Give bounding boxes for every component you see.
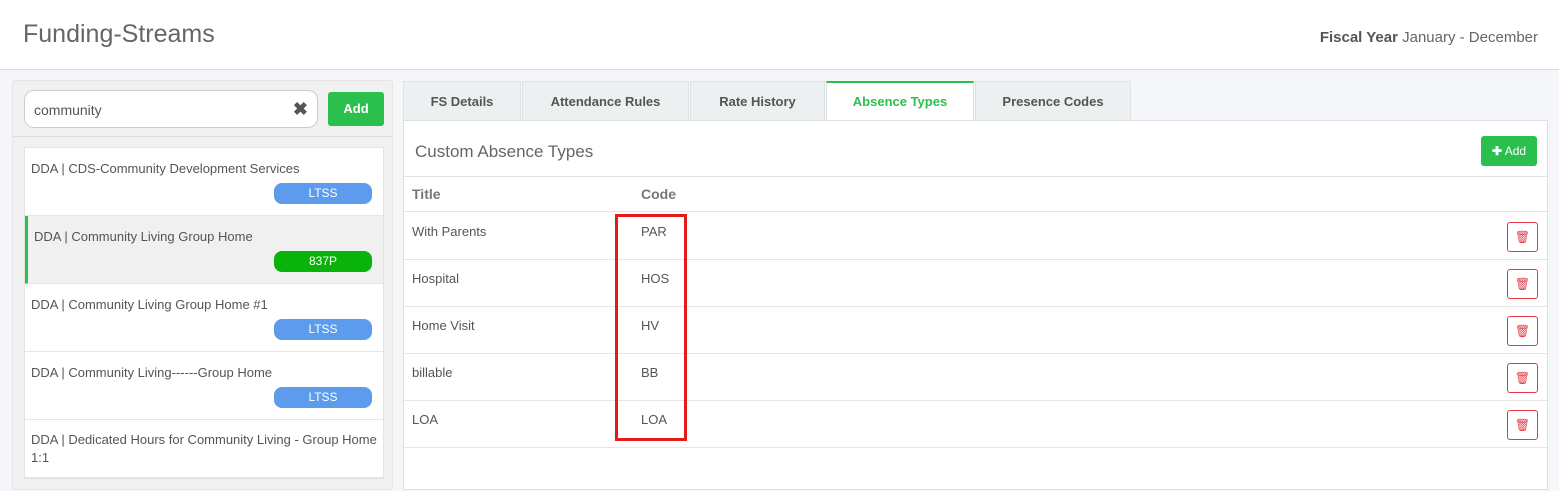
item-label: DDA | CDS-Community Development Services: [31, 161, 300, 176]
absence-types-panel: Custom Absence Types ✚ Add Title Code Wi…: [403, 120, 1548, 490]
fiscal-year-label: Fiscal Year: [1319, 29, 1398, 46]
fiscal-year-value: January - December: [1402, 29, 1538, 46]
row-code: HV: [641, 318, 660, 333]
clear-icon[interactable]: ✖: [292, 99, 308, 119]
tab-bar: FS Details Attendance Rules Rate History…: [403, 81, 1132, 121]
tab-rate-history[interactable]: Rate History: [690, 81, 825, 121]
trash-icon: 🗑: [1514, 230, 1531, 244]
trash-icon: 🗑: [1514, 324, 1531, 338]
fiscal-year: Fiscal Year January - December: [1320, 29, 1538, 46]
add-absence-type-button[interactable]: ✚ Add: [1481, 136, 1537, 166]
row-code: LOA: [641, 412, 668, 427]
list-item[interactable]: DDA | Dedicated Hours for Community Livi…: [25, 420, 383, 478]
page-header: Funding-Streams Fiscal Year January - De…: [0, 0, 1559, 70]
status-badge: 837P: [274, 251, 372, 272]
column-title: Title: [412, 186, 441, 202]
delete-button[interactable]: 🗑: [1507, 222, 1538, 252]
list-item[interactable]: DDA | Community Living Group Home #1 LTSS: [25, 284, 383, 352]
row-title: With Parents: [412, 224, 487, 239]
item-label: DDA | Community Living Group Home #1: [31, 297, 268, 312]
plus-icon: ✚: [1491, 144, 1503, 158]
list-item[interactable]: DDA | CDS-Community Development Services…: [25, 148, 383, 216]
row-code: PAR: [641, 224, 667, 239]
row-title: Hospital: [412, 271, 459, 286]
row-code: HOS: [641, 271, 670, 286]
search-value: community: [34, 102, 102, 118]
delete-button[interactable]: 🗑: [1507, 363, 1538, 393]
row-title: Home Visit: [412, 318, 475, 333]
funding-stream-list: DDA | CDS-Community Development Services…: [24, 147, 384, 479]
row-title: LOA: [412, 412, 439, 427]
trash-icon: 🗑: [1514, 418, 1531, 432]
status-badge: LTSS: [274, 319, 372, 340]
table-row: With Parents PAR 🗑: [404, 213, 1547, 260]
trash-icon: 🗑: [1514, 277, 1531, 291]
delete-button[interactable]: 🗑: [1507, 410, 1538, 440]
table-row: billable BB 🗑: [404, 354, 1547, 401]
item-label: DDA | Dedicated Hours for Community Livi…: [31, 432, 377, 465]
row-title: billable: [412, 365, 453, 380]
tab-attendance-rules[interactable]: Attendance Rules: [522, 81, 689, 121]
table-row: Hospital HOS 🗑: [404, 260, 1547, 307]
status-badge: LTSS: [274, 183, 372, 204]
highlight-box: [615, 214, 687, 441]
table-row: Home Visit HV 🗑: [404, 307, 1547, 354]
table-header: Title Code: [404, 176, 1547, 212]
funding-stream-sidebar: community ✖ Add DDA | CDS-Community Devel…: [12, 80, 393, 490]
delete-button[interactable]: 🗑: [1507, 269, 1538, 299]
tab-fs-details[interactable]: FS Details: [403, 81, 521, 121]
column-code: Code: [641, 186, 676, 202]
table-row: LOA LOA 🗑: [404, 401, 1547, 448]
trash-icon: 🗑: [1514, 371, 1531, 385]
detail-panel: FS Details Attendance Rules Rate History…: [403, 81, 1548, 491]
tab-presence-codes[interactable]: Presence Codes: [975, 81, 1131, 121]
divider: [13, 136, 392, 137]
add-funding-stream-button[interactable]: Add: [328, 92, 384, 126]
item-label: DDA | Community Living Group Home: [34, 229, 253, 244]
item-label: DDA | Community Living------Group Home: [31, 365, 273, 380]
list-item[interactable]: DDA | Community Living------Group Home LT…: [25, 352, 383, 420]
tab-absence-types[interactable]: Absence Types: [826, 81, 974, 121]
add-label: Add: [1504, 144, 1527, 158]
section-title: Custom Absence Types: [415, 142, 594, 161]
list-item-selected[interactable]: DDA | Community Living Group Home 837P: [25, 216, 383, 284]
status-badge: LTSS: [274, 387, 372, 408]
delete-button[interactable]: 🗑: [1507, 316, 1538, 346]
page-title: Funding-Streams: [23, 20, 215, 48]
search-input[interactable]: community ✖: [24, 90, 318, 128]
row-code: BB: [641, 365, 659, 380]
